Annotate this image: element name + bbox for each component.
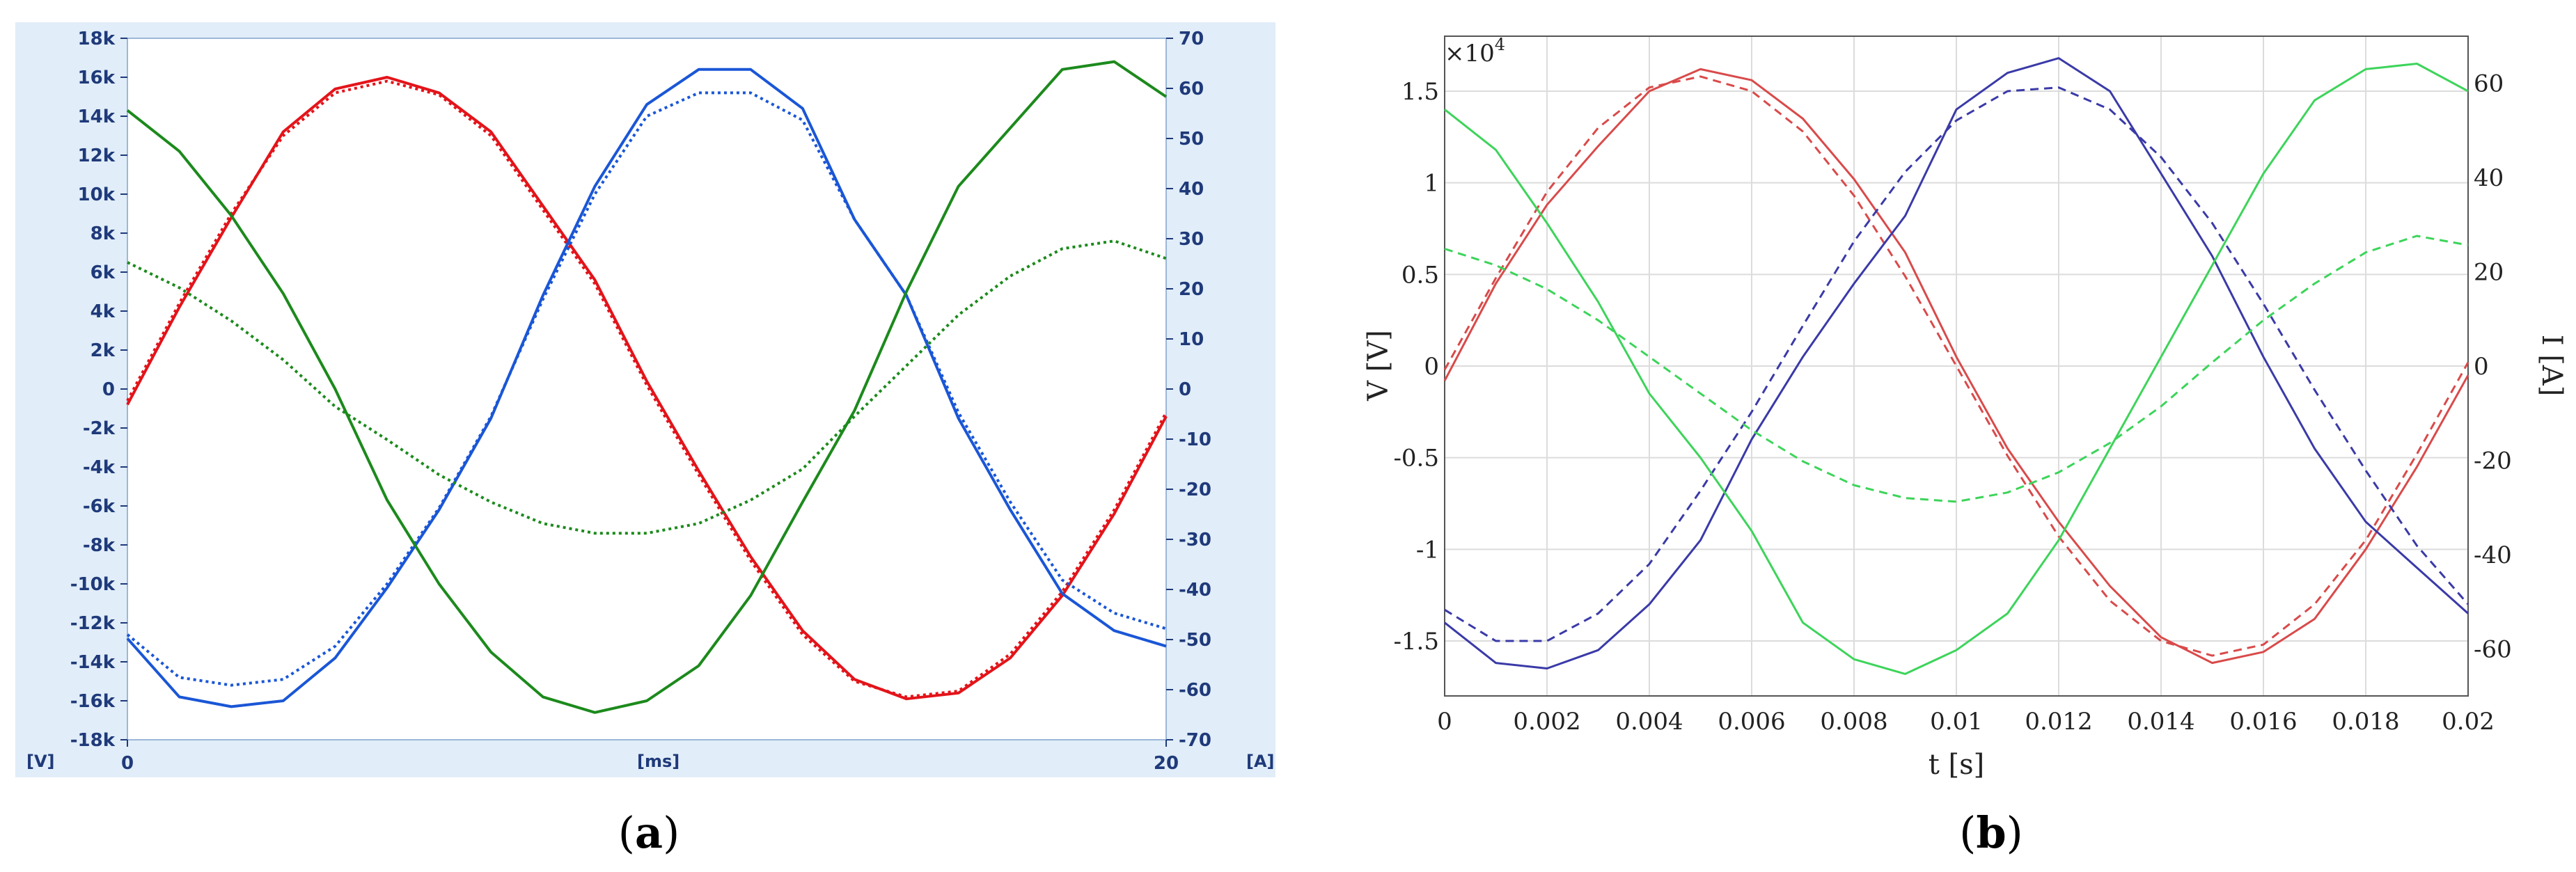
series-line-6 xyxy=(127,239,1167,535)
xtick-label: 0 xyxy=(1437,708,1452,736)
xtick-label: 20 xyxy=(1154,753,1179,774)
left-ytick-label: 0.5 xyxy=(1401,261,1439,289)
left-ytick-label: -12k xyxy=(70,613,116,634)
chart-b-ylabel-left: V [V] xyxy=(1362,330,1395,402)
left-ytick-label: 18k xyxy=(78,29,116,49)
left-ytick-label: 6k xyxy=(91,262,116,283)
left-ytick-label: 1.5 xyxy=(1401,78,1439,106)
chart-b: 1.5 1 0.5 0 -0.5 -1 -1.5 60 40 20 0 -20 -40 -60 0 0.0… xyxy=(1362,35,2568,858)
left-ytick-label: 12k xyxy=(78,145,116,166)
left-ytick-label: 16k xyxy=(78,68,116,88)
chart-b-caption-open: ( xyxy=(1959,807,1976,858)
right-ytick-label: 40 xyxy=(1179,179,1204,200)
right-ytick-label: 0 xyxy=(1179,379,1191,400)
right-ytick-label: -50 xyxy=(1179,630,1211,651)
chart-b-caption: (b) xyxy=(1959,807,2023,858)
series-line-4 xyxy=(1444,86,2469,642)
right-ytick-label: -40 xyxy=(1179,580,1211,601)
left-ytick-label: 2k xyxy=(91,340,116,361)
left-ytick-label: 10k xyxy=(78,184,116,205)
right-ytick-label: 40 xyxy=(2474,164,2504,192)
chart-b-caption-letter: b xyxy=(1976,807,2006,858)
xtick-label: 0 xyxy=(121,753,134,774)
chart-a-ylabel-right: [A] xyxy=(1246,752,1275,771)
right-ytick-label: -60 xyxy=(2474,635,2512,663)
left-ytick-label: 14k xyxy=(78,106,116,127)
xtick-label: 0.02 xyxy=(2442,708,2495,736)
right-ytick-label: 20 xyxy=(2474,259,2504,287)
xtick-label: 0.01 xyxy=(1930,708,1983,736)
series-line-1 xyxy=(126,76,1168,701)
series-line-3 xyxy=(126,68,1167,708)
chart-b-caption-close: ) xyxy=(2006,807,2023,858)
xtick-label: 0.004 xyxy=(1615,708,1683,736)
right-ytick-label: -60 xyxy=(1179,680,1211,701)
right-ytick-label: -40 xyxy=(2474,541,2512,569)
right-ytick-label: -20 xyxy=(1179,479,1211,500)
left-ytick-label: 0 xyxy=(1424,353,1439,381)
left-ytick-label: -2k xyxy=(83,418,116,439)
left-ytick-label: -6k xyxy=(83,496,116,517)
series-line-2 xyxy=(1443,75,2469,657)
xtick-label: 0.012 xyxy=(2025,708,2092,736)
chart-b-ylabel-right: I [A] xyxy=(2536,335,2568,397)
right-ytick-label: 50 xyxy=(1179,129,1204,150)
chart-b-scale-base: ×10 xyxy=(1445,40,1495,68)
chart-b-scale-note: ×104 xyxy=(1445,35,1505,68)
chart-a-caption-letter: a xyxy=(635,807,663,858)
right-ytick-label: 30 xyxy=(1179,229,1204,250)
left-ytick-label: 8k xyxy=(91,223,116,244)
xtick-label: 0.014 xyxy=(2127,708,2194,736)
left-ytick-label: -16k xyxy=(70,691,116,712)
left-ytick-label: 4k xyxy=(91,301,116,322)
right-ytick-label: -70 xyxy=(1179,730,1211,751)
xtick-label: 0.008 xyxy=(1820,708,1887,736)
left-ytick-label: -1.5 xyxy=(1393,628,1439,656)
left-ytick-label: -14k xyxy=(70,652,116,673)
chart-a-caption-open: ( xyxy=(618,807,635,858)
left-ytick-label: -8k xyxy=(83,535,116,556)
right-ytick-label: -20 xyxy=(2474,447,2512,475)
left-ytick-label: -4k xyxy=(83,457,116,478)
right-ytick-label: -30 xyxy=(1179,530,1211,550)
chart-a-ylabel-left: [V] xyxy=(26,752,55,771)
chart-b-plot-area xyxy=(1444,35,2469,697)
left-ytick-label: 1 xyxy=(1424,170,1439,198)
series-line-1 xyxy=(1443,68,2469,665)
left-ytick-label: -0.5 xyxy=(1393,445,1439,473)
left-ytick-label: -10k xyxy=(70,574,116,595)
chart-b-scale-exp: 4 xyxy=(1495,35,1505,54)
right-ytick-label: 0 xyxy=(2474,353,2489,381)
left-ytick-label: -18k xyxy=(70,730,116,751)
chart-a-plot-area xyxy=(127,38,1167,740)
left-ytick-label: -1 xyxy=(1416,536,1439,564)
series-line-3 xyxy=(1444,57,2469,669)
right-ytick-label: 10 xyxy=(1179,329,1204,350)
chart-a: 18k 16k 14k 12k 10k 8k 6k 4k 2k 0 -2k -4k -6k -8k -10k… xyxy=(15,22,1275,858)
chart-b-xlabel: t [s] xyxy=(1929,749,1985,781)
right-ytick-label: -10 xyxy=(1179,429,1211,450)
series-line-5 xyxy=(126,60,1168,714)
right-ytick-label: 70 xyxy=(1179,29,1204,49)
xtick-label: 0.006 xyxy=(1718,708,1785,736)
chart-a-caption-close: ) xyxy=(663,807,680,858)
xtick-label: 0.016 xyxy=(2229,708,2297,736)
xtick-label: 0.002 xyxy=(1513,708,1580,736)
right-ytick-label: 60 xyxy=(1179,79,1204,100)
left-ytick-label: 0 xyxy=(102,379,115,400)
chart-a-caption: (a) xyxy=(618,807,680,858)
right-ytick-label: 20 xyxy=(1179,279,1204,300)
chart-a-xlabel: [ms] xyxy=(637,752,680,771)
xtick-label: 0.018 xyxy=(2332,708,2399,736)
right-ytick-label: 60 xyxy=(2474,70,2504,98)
series-line-5 xyxy=(1444,63,2469,675)
